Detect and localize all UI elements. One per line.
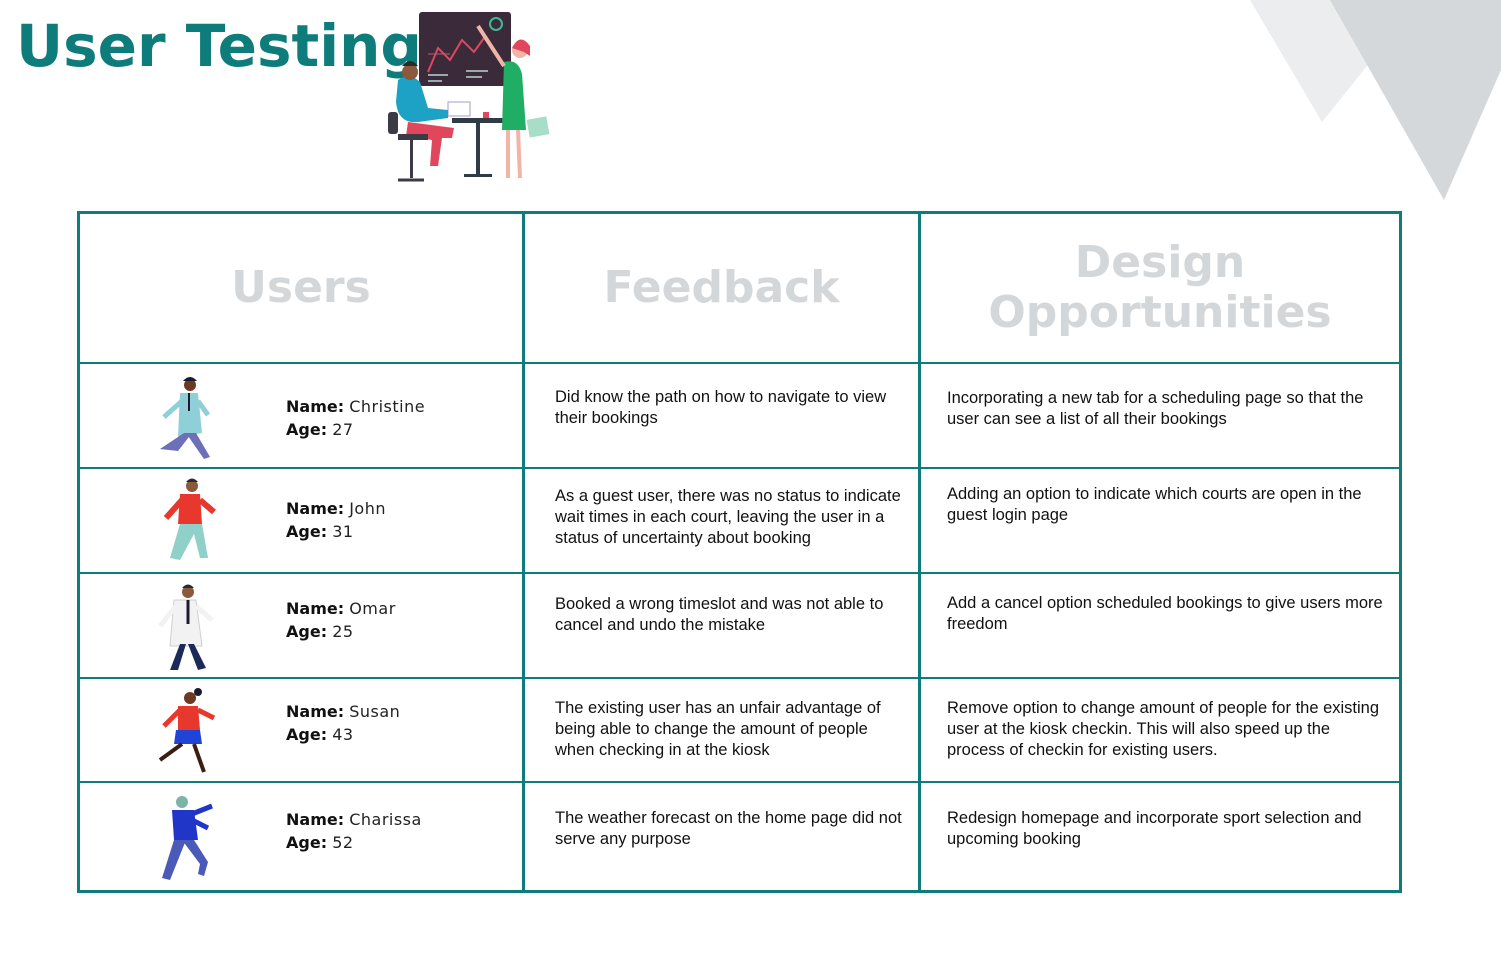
opportunity-cell: Redesign homepage and incorporate sport … — [947, 809, 1362, 848]
column-divider — [522, 214, 525, 890]
feedback-cell: Did know the path on how to navigate to … — [555, 388, 887, 427]
user-info-omar: Name: Omar Age: 25 — [286, 597, 396, 643]
opportunity-cell: Remove option to change amount of people… — [947, 699, 1380, 759]
feedback-cell: Booked a wrong timeslot and was not able… — [555, 595, 884, 634]
user-avatar-christine — [160, 377, 211, 459]
age-label: Age: — [286, 833, 328, 852]
name-label: Name: — [286, 499, 345, 518]
row-divider — [80, 781, 1399, 783]
user-info-susan: Name: Susan Age: 43 — [286, 700, 400, 746]
user-avatar-omar — [158, 584, 214, 670]
user-testing-illustration — [388, 12, 550, 182]
header-design-line2: Opportunities — [988, 287, 1332, 338]
name-label: Name: — [286, 810, 345, 829]
user-age: 52 — [332, 833, 354, 852]
user-age: 31 — [332, 522, 354, 541]
opportunity-cell: Incorporating a new tab for a scheduling… — [947, 389, 1364, 428]
header-feedback: Feedback — [603, 262, 840, 313]
page-title: User Testing — [16, 12, 422, 80]
user-name: Christine — [349, 397, 426, 416]
age-label: Age: — [286, 725, 328, 744]
row-divider — [80, 677, 1399, 679]
user-avatar-susan — [158, 688, 216, 773]
row-divider — [80, 467, 1399, 469]
user-name: John — [349, 499, 386, 518]
age-label: Age: — [286, 622, 328, 641]
age-label: Age: — [286, 522, 328, 541]
row-divider — [80, 362, 1399, 364]
header-users: Users — [231, 262, 371, 313]
user-name: Susan — [349, 702, 401, 721]
corner-decoration — [1250, 0, 1501, 200]
user-info-christine: Name: Christine Age: 27 — [286, 395, 425, 441]
column-divider — [918, 214, 921, 890]
row-divider — [80, 572, 1399, 574]
header-design-line1: Design — [1074, 237, 1246, 288]
user-testing-table: Users Feedback Design Opportunities Name… — [77, 211, 1402, 893]
user-info-charissa: Name: Charissa Age: 52 — [286, 808, 422, 854]
name-label: Name: — [286, 599, 345, 618]
user-avatar-john — [163, 478, 216, 560]
opportunity-cell: Adding an option to indicate which court… — [947, 485, 1362, 524]
user-age: 43 — [332, 725, 354, 744]
header-design-opportunities: Design Opportunities — [921, 214, 1399, 362]
name-label: Name: — [286, 397, 345, 416]
age-label: Age: — [286, 420, 328, 439]
feedback-cell: As a guest user, there was no status to … — [555, 487, 901, 547]
opportunity-cell: Add a cancel option scheduled bookings t… — [947, 594, 1383, 633]
feedback-cell: The existing user has an unfair advantag… — [555, 699, 881, 759]
user-avatar-charissa — [162, 796, 213, 880]
user-age: 25 — [332, 622, 354, 641]
user-age: 27 — [332, 420, 354, 439]
name-label: Name: — [286, 702, 345, 721]
user-name: Omar — [349, 599, 396, 618]
feedback-cell: The weather forecast on the home page di… — [555, 809, 902, 848]
user-info-john: Name: John Age: 31 — [286, 497, 386, 543]
user-name: Charissa — [349, 810, 422, 829]
